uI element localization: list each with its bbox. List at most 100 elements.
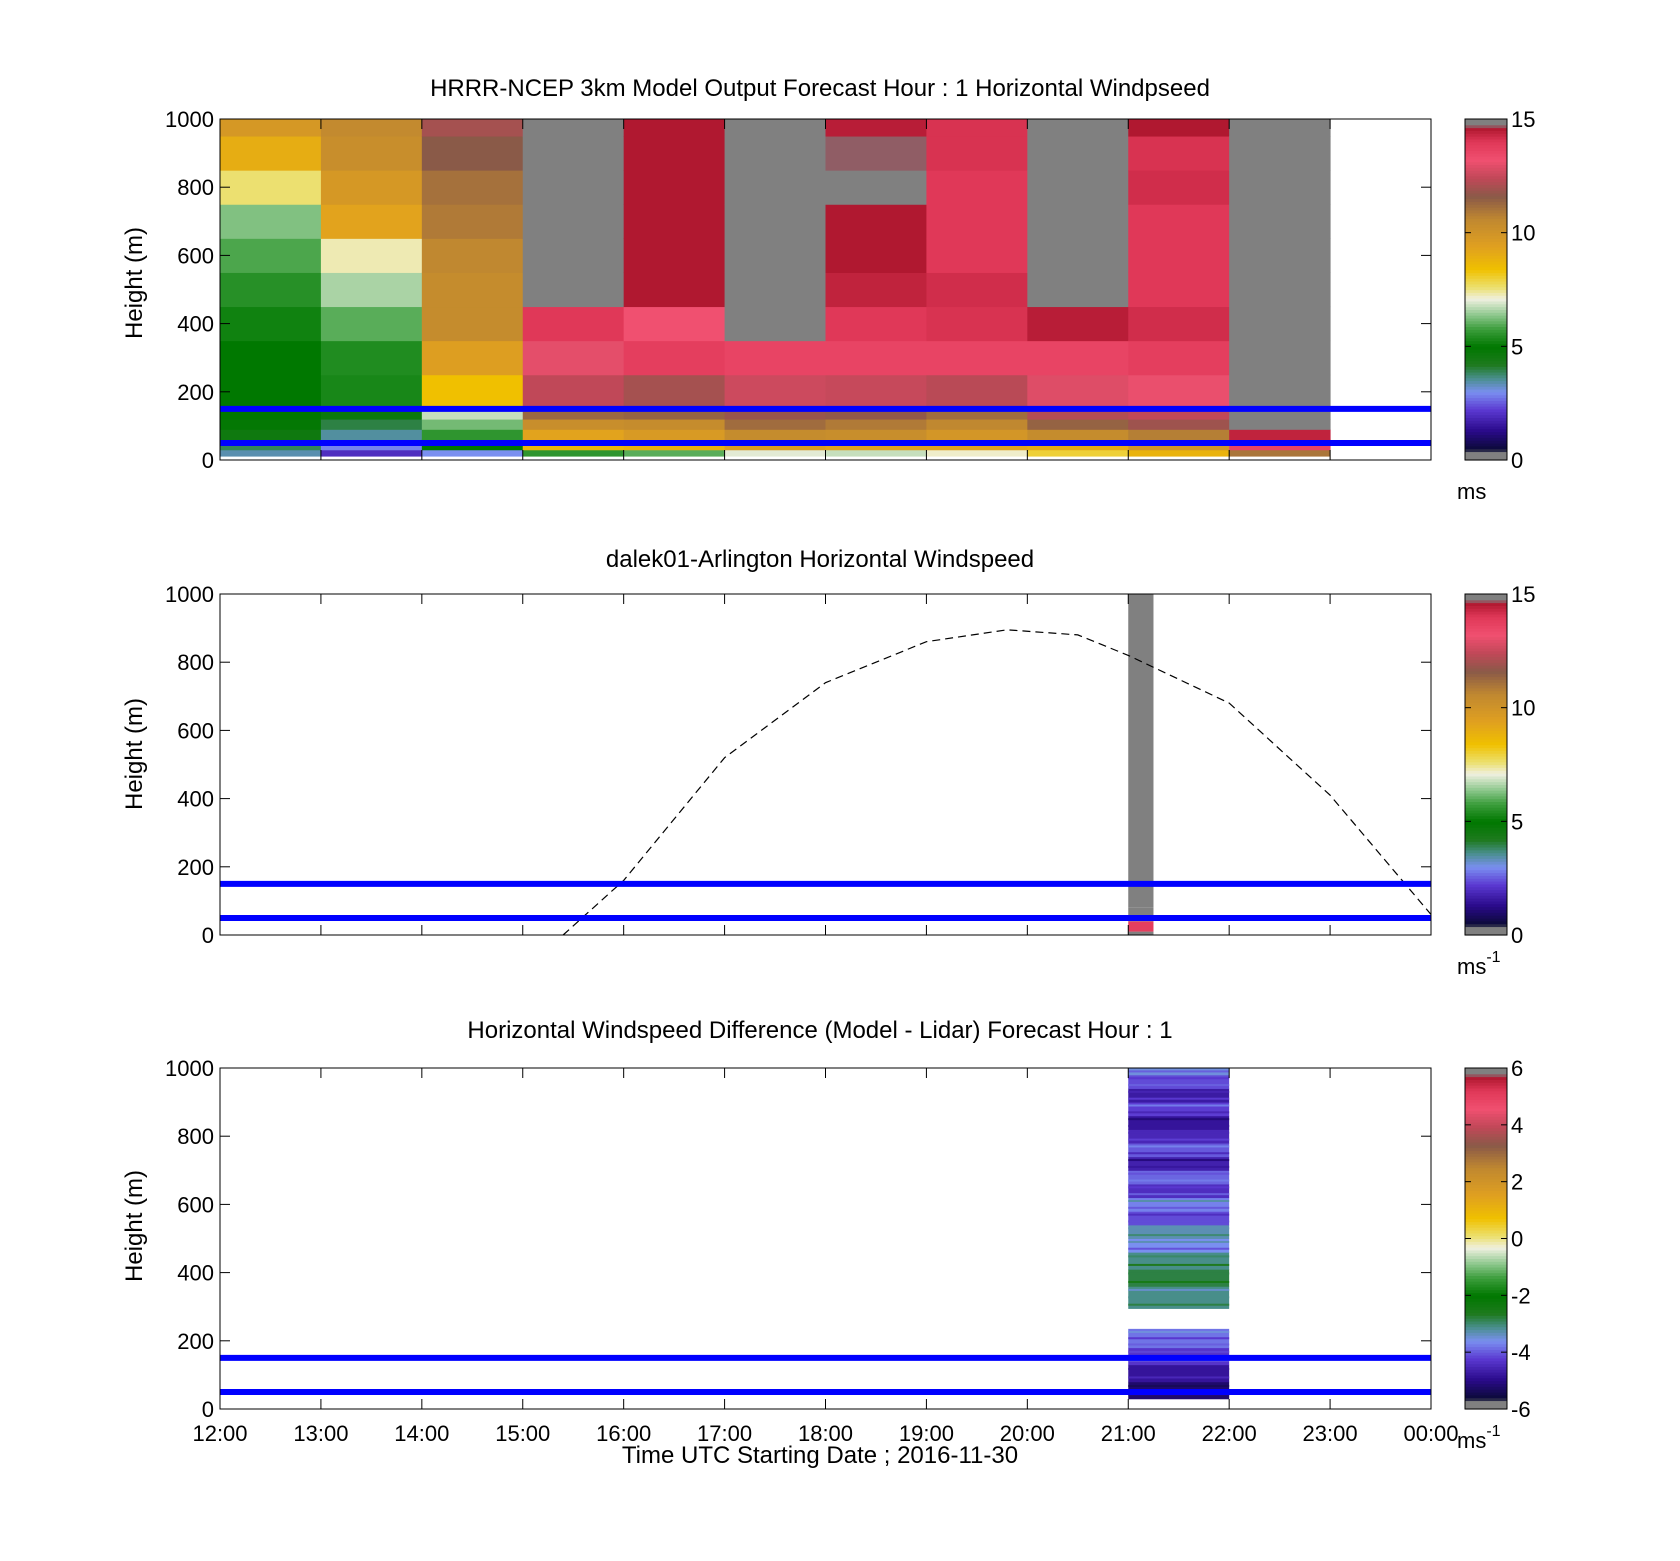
colorbar-swatch [1465,161,1507,166]
difference-stripe [1128,1247,1230,1250]
colorbar-swatch [1465,303,1507,308]
colorbar-swatch [1465,252,1507,256]
colorbar-swatch [1465,696,1507,700]
colorbar-swatch [1465,755,1507,760]
colorbar-swatch [1465,229,1507,234]
colorbar-swatch [1465,155,1507,160]
colorbar-swatch [1465,594,1507,598]
colorbar-swatch [1465,1315,1507,1319]
heatmap-cell [522,204,625,239]
colorbar-swatch [1465,1076,1507,1080]
colorbar-swatch [1465,1153,1507,1157]
difference-stripe [1128,1172,1230,1175]
colorbar-unit-exponent: -1 [1486,1423,1500,1440]
heatmap-cell [522,136,625,171]
colorbar-swatch [1465,1207,1507,1211]
colorbar-swatch [1465,1085,1507,1089]
heatmap-cell [724,449,826,461]
panel-title: Horizontal Windspeed Difference (Model -… [467,1017,1172,1044]
colorbar-swatch [1465,903,1507,908]
colorbar-swatch [1465,767,1507,771]
colorbar-swatch [1465,369,1507,373]
panel-lidar-windspeed: dalek01-Arlington Horizontal Windspeed H… [121,546,1535,979]
colorbar-swatch [1465,1292,1507,1296]
colorbar-swatch [1465,1184,1507,1188]
colorbar-swatch [1465,923,1507,928]
difference-stripe [1128,1240,1230,1243]
colorbar-swatch [1465,690,1507,695]
heatmap-cell [1229,272,1331,308]
heatmap-cell [320,456,422,460]
colorbar-swatch [1465,838,1507,842]
difference-stripe [1128,1077,1230,1080]
heatmap-cell [825,449,927,461]
colorbar-swatch [1465,1269,1507,1274]
difference-stripe [1128,1280,1230,1283]
heatmap-cell [522,119,625,137]
heatmap-cell [522,449,625,461]
heatmap-cell [724,429,826,441]
colorbar-swatch [1465,898,1507,902]
heatmap-cell [926,119,1028,137]
colorbar-swatch [1465,178,1507,183]
colorbar-swatch [1465,1127,1507,1132]
colorbar-swatch [1465,883,1507,888]
panel-title: dalek01-Arlington Horizontal Windspeed [606,546,1034,573]
heatmap-cell [623,136,726,171]
colorbar-swatch [1465,1374,1507,1379]
colorbar-swatch [1465,354,1507,359]
heatmap-cell [1027,238,1129,273]
difference-cell [1128,1156,1230,1171]
colorbar-swatch [1465,630,1507,635]
x-tick-label: 21:00 [1101,1421,1156,1446]
heatmap-cell [623,419,726,430]
colorbar-swatch [1465,1087,1507,1092]
colorbar-swatch [1465,602,1507,606]
y-tick-label: 400 [177,787,214,812]
colorbar-tick-label: 4 [1511,1113,1523,1138]
colorbar-swatch [1465,744,1507,749]
colorbar-swatch [1465,699,1507,703]
colorbar-swatch [1465,144,1507,149]
colorbar-swatch [1465,133,1507,137]
colorbar-swatch [1465,440,1507,444]
colorbar-swatch [1465,1161,1507,1166]
difference-stripe [1128,1097,1230,1100]
colorbar-swatch [1465,926,1507,930]
colorbar-swatch [1465,343,1507,347]
colorbar-swatch [1465,175,1507,180]
difference-stripe [1128,1288,1230,1291]
heatmap-cell [1128,238,1230,273]
colorbar-swatch [1465,1150,1507,1154]
colorbar-swatch [1465,1116,1507,1120]
difference-stripe [1128,1376,1230,1379]
colorbar-swatch [1465,1383,1507,1387]
difference-cells [1128,1068,1230,1400]
heatmap-cell [1229,170,1331,205]
colorbar-swatch [1465,608,1507,612]
colorbar-swatch [1465,244,1507,248]
colorbar-swatch [1465,1187,1507,1191]
colorbar-swatch [1465,758,1507,763]
heatmap-cell [320,204,423,239]
colorbar-swatch [1465,420,1507,424]
heatmap-cell [825,306,927,342]
heatmap-cell [1128,340,1230,376]
heatmap-cell [724,419,826,430]
colorbar-swatch [1465,329,1507,333]
colorbar-tick-label: -2 [1511,1283,1531,1308]
colorbar-swatch [1465,218,1507,222]
heatmap-cell [320,272,423,308]
x-tick-label: 23:00 [1303,1421,1358,1446]
panel-windspeed-difference: Horizontal Windspeed Difference (Model -… [121,1017,1531,1453]
colorbar-swatch [1465,812,1507,817]
colorbar-swatch [1465,1366,1507,1370]
colorbar-swatch [1465,764,1507,768]
colorbar-swatch [1465,863,1507,868]
colorbar-swatch [1465,377,1507,382]
colorbar-swatch [1465,881,1507,885]
colorbar-swatch [1465,613,1507,618]
colorbar-swatch [1465,599,1507,604]
colorbar-swatch [1465,1329,1507,1333]
heatmap-cell [1128,429,1230,441]
